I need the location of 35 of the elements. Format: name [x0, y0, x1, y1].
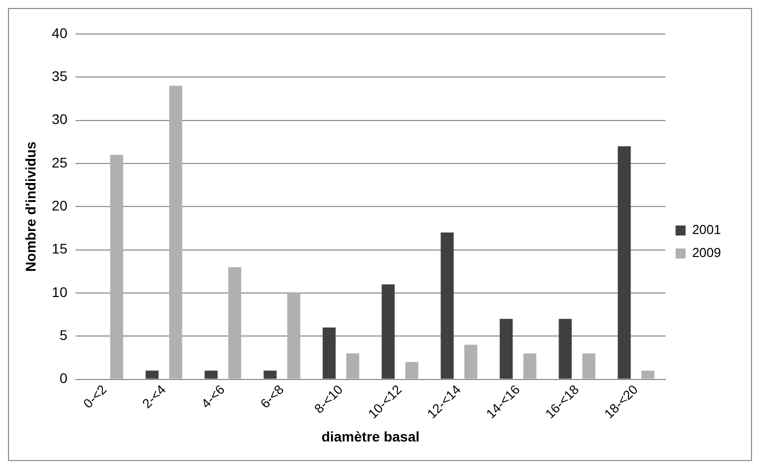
bar — [440, 232, 454, 379]
bar — [169, 86, 182, 379]
bar — [146, 370, 159, 379]
y-tick-label: 10 — [52, 284, 68, 300]
bar — [618, 146, 631, 379]
y-tick-label: 30 — [52, 111, 68, 128]
x-tick-label: 4-<6 — [198, 382, 228, 412]
bar — [346, 353, 360, 379]
bar — [204, 370, 218, 379]
bar — [523, 353, 536, 379]
bar — [110, 154, 124, 379]
y-tick-label: 5 — [60, 326, 68, 343]
y-axis-title: Nombre d'individus — [22, 141, 38, 272]
bar — [264, 370, 277, 379]
bar — [558, 318, 572, 379]
bar — [405, 362, 418, 379]
bar — [500, 318, 513, 379]
legend-label: 2001 — [692, 222, 721, 238]
bar — [582, 353, 596, 379]
bar — [382, 284, 395, 379]
y-tick-label: 15 — [52, 240, 68, 257]
y-tick-label: 35 — [52, 68, 68, 84]
bar — [228, 267, 242, 379]
y-tick-label: 25 — [52, 154, 68, 170]
y-tick-label: 40 — [52, 24, 68, 41]
bar — [322, 327, 336, 379]
y-tick-label: 20 — [52, 198, 68, 214]
x-axis-title: diamètre basal — [321, 428, 420, 444]
x-tick-label: 0-<2 — [80, 382, 110, 412]
legend-label: 2009 — [692, 245, 721, 260]
x-tick-label: 6-<8 — [257, 382, 287, 412]
bar — [287, 292, 300, 379]
bar — [641, 370, 654, 379]
bar — [464, 344, 478, 379]
y-tick-label: 0 — [60, 370, 68, 386]
